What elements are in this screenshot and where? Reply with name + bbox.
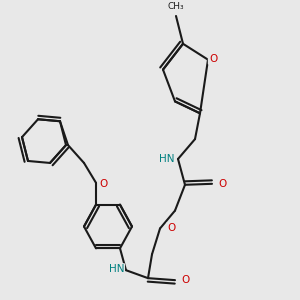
Text: HN: HN	[160, 154, 175, 164]
Text: O: O	[218, 179, 226, 189]
Text: O: O	[181, 275, 189, 285]
Text: O: O	[167, 224, 175, 233]
Text: CH₃: CH₃	[168, 2, 184, 11]
Text: O: O	[99, 179, 107, 189]
Text: HN: HN	[109, 264, 124, 274]
Text: O: O	[209, 54, 217, 64]
